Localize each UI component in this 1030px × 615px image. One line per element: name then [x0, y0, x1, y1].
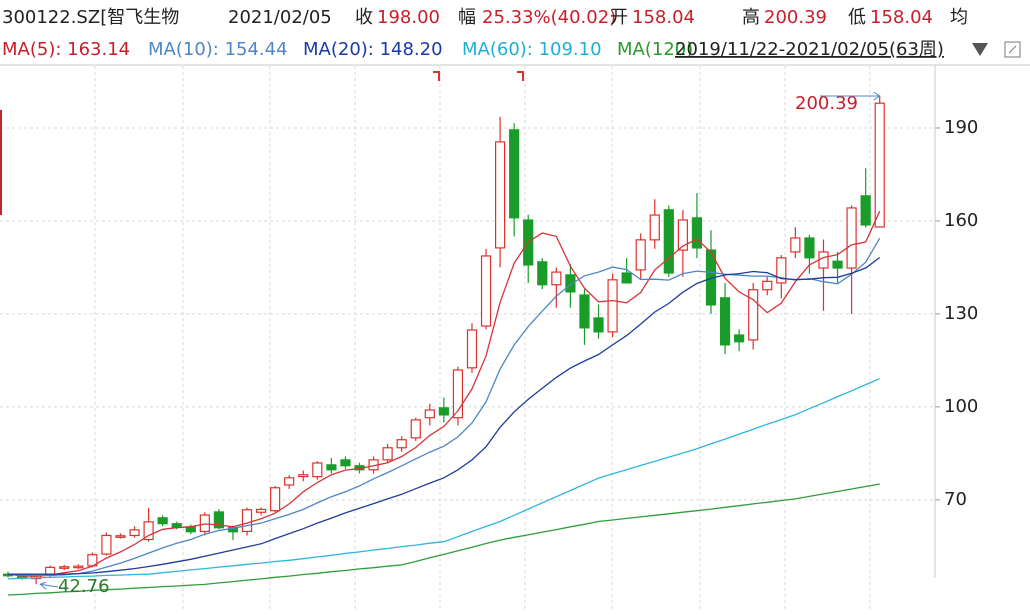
candle-body — [255, 508, 267, 513]
candle-body — [790, 237, 801, 253]
pin-icon[interactable] — [1004, 41, 1021, 58]
candle-body — [59, 566, 70, 569]
candle-body — [804, 237, 815, 259]
candle-body — [846, 207, 857, 269]
header-value: 158.04 — [632, 7, 695, 28]
candle-body — [157, 517, 168, 525]
candle-body — [199, 514, 210, 533]
header-date: 2021/02/05 — [228, 7, 332, 28]
candle-body — [776, 257, 787, 284]
candle-body — [480, 255, 492, 327]
plot-area: 200.39 42.76 — [2, 91, 885, 597]
dropdown-arrow[interactable] — [972, 43, 988, 56]
candle-body — [270, 487, 281, 512]
header-label: 开 — [610, 7, 628, 28]
header-value: 158.04 — [870, 7, 933, 28]
candle-body — [635, 239, 646, 271]
header-label: 均 — [950, 7, 968, 28]
ma-line — [7, 378, 880, 580]
candle-body — [298, 474, 309, 478]
pin-icon-line — [1008, 45, 1017, 54]
candle-body — [396, 439, 407, 449]
candle-body — [495, 141, 506, 249]
candle-body — [748, 289, 759, 341]
ma-line — [8, 256, 881, 575]
candle-body — [874, 102, 885, 228]
y-tick-label: 190 — [944, 117, 978, 138]
candle-body — [860, 195, 871, 226]
header-value: 198.00 — [377, 7, 440, 28]
candle-body — [171, 523, 182, 528]
candle-body — [593, 317, 604, 333]
candle-body — [452, 369, 464, 419]
y-tick-label: 100 — [944, 396, 978, 417]
legend-entry: MA(20): 148.20 — [303, 39, 443, 60]
candle-body — [607, 279, 618, 333]
ma-line — [7, 210, 881, 578]
candle-body — [73, 565, 84, 569]
legend: MA(5): 163.14 MA(10): 154.44 MA(20): 148.2… — [2, 39, 693, 60]
cursor-mark — [0, 110, 2, 215]
candle-body — [719, 297, 731, 346]
candle-body — [818, 251, 829, 269]
candle-body — [677, 219, 688, 251]
candle-body — [213, 511, 224, 529]
candle-body — [115, 535, 126, 538]
candle-body — [326, 464, 337, 471]
legend-entry: MA(5): 163.14 — [2, 39, 130, 60]
header-label: 收 — [355, 7, 373, 28]
legend-entry: MA(60): 109.10 — [462, 39, 602, 60]
legend-entry: MA(10): 154.44 — [148, 39, 288, 60]
candle-body — [312, 462, 323, 478]
header: 300122.SZ[智飞生物 2021/02/05 收 198.00 幅 25.33%(4… — [2, 7, 968, 28]
candle-body — [410, 419, 421, 439]
high-annotation: 200.39 — [795, 93, 858, 114]
candle-body — [551, 271, 562, 286]
header-label: 低 — [848, 7, 866, 28]
candle-body — [621, 272, 632, 284]
candle-body — [734, 334, 745, 343]
ma-line — [7, 237, 881, 577]
candle-body — [382, 447, 393, 461]
candle-body — [466, 329, 478, 369]
candle-body — [438, 407, 449, 416]
header-label: 幅 — [458, 7, 476, 28]
range-text[interactable]: 2019/11/22-2021/02/05(63周) — [675, 39, 944, 60]
header-value: 25.33%(40.02) — [482, 7, 616, 28]
low-arrow — [39, 581, 59, 590]
candle-body — [537, 261, 548, 286]
header-label: 高 — [742, 7, 760, 28]
low-annotation: 42.76 — [58, 576, 110, 597]
ma-line — [7, 483, 880, 596]
y-tick-label: 160 — [944, 210, 978, 231]
high-arrow — [820, 91, 881, 101]
candle-body — [579, 294, 590, 329]
event-marker — [517, 71, 524, 81]
candle-body — [143, 521, 154, 541]
y-tick-label: 70 — [944, 489, 967, 510]
candle-body — [241, 509, 253, 533]
candle-body — [129, 529, 140, 537]
candle-body — [832, 260, 843, 269]
candle-body — [340, 459, 351, 467]
y-tick-label: 130 — [944, 303, 978, 324]
candle-body — [762, 280, 773, 291]
candle-body — [691, 217, 703, 249]
candle-body — [284, 477, 295, 486]
header-value: 200.39 — [764, 7, 827, 28]
candle-body — [424, 409, 435, 419]
grid: 70 100 130 160 190 — [0, 66, 978, 612]
candle-body — [649, 214, 660, 241]
legend-entry: MA(120) — [617, 39, 693, 60]
candle-body — [663, 209, 674, 274]
candle-body — [101, 534, 112, 555]
stock-code: 300122.SZ[智飞生物 — [2, 7, 179, 28]
event-marker — [433, 71, 440, 81]
candle-body — [509, 129, 520, 219]
candle-body — [565, 274, 576, 293]
